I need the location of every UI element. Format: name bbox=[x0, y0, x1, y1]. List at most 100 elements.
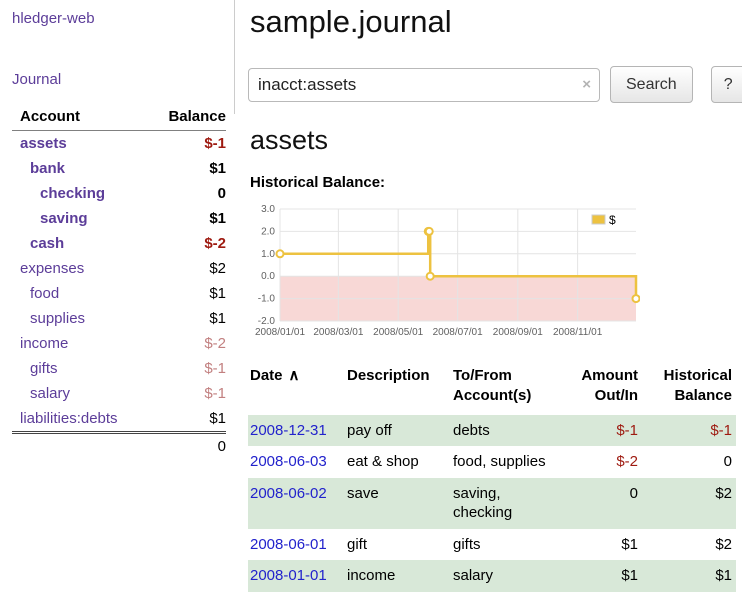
transaction-date-link[interactable]: 2008-06-03 bbox=[250, 453, 327, 470]
balance-chart: 3.0 2.0 1.0 0.0 -1.0 -2.0 2008/01/01 2008/03/01… bbox=[248, 199, 742, 346]
account-balance: $-1 bbox=[204, 135, 226, 152]
register-header-account: To/From Account(s) bbox=[453, 367, 532, 405]
transaction-accounts: debts bbox=[453, 421, 490, 439]
app-title-link[interactable]: hledger-web bbox=[12, 10, 95, 27]
clear-search-icon[interactable]: × bbox=[582, 75, 591, 93]
transaction-accounts: salary bbox=[453, 567, 494, 584]
transaction-description: pay off bbox=[347, 421, 392, 439]
accounts-total-balance: 0 bbox=[162, 431, 226, 459]
svg-text:-2.0: -2.0 bbox=[258, 316, 276, 327]
register-header-row: Date ∧ Description To/From Account(s) Amo… bbox=[248, 364, 736, 415]
chart-title: Historical Balance: bbox=[250, 174, 386, 191]
sidebar: hledger-web Journal Account Balance asse… bbox=[0, 0, 236, 459]
transaction-accounts: gifts bbox=[453, 535, 481, 553]
transaction-balance: $2 bbox=[715, 484, 732, 502]
account-link-liabilities-debts[interactable]: liabilities:debts bbox=[20, 410, 118, 427]
transaction-balance: $2 bbox=[715, 535, 732, 553]
page-title: sample.journal bbox=[250, 4, 452, 39]
register-table: Date ∧ Description To/From Account(s) Amo… bbox=[248, 364, 736, 592]
account-link-expenses[interactable]: expenses bbox=[20, 260, 85, 277]
register-row: 2008-06-02 save saving, checking 0 $2 bbox=[248, 477, 736, 529]
register-row: 2008-01-01 income salary $1 $1 bbox=[248, 560, 736, 592]
transaction-date-link[interactable]: 2008-01-01 bbox=[250, 567, 327, 584]
account-link-checking[interactable]: checking bbox=[40, 185, 106, 202]
account-link-gifts[interactable]: gifts bbox=[30, 360, 58, 377]
account-balance: $-2 bbox=[204, 235, 226, 252]
account-row: income $-2 bbox=[12, 331, 226, 356]
account-link-bank[interactable]: bank bbox=[30, 160, 66, 177]
svg-text:2008/05/01: 2008/05/01 bbox=[373, 327, 423, 338]
transaction-balance: $1 bbox=[715, 567, 732, 584]
accounts-total-row: 0 bbox=[12, 431, 226, 459]
svg-text:$: $ bbox=[609, 213, 616, 227]
transaction-date-link[interactable]: 2008-06-02 bbox=[250, 484, 327, 502]
svg-text:2008/11/01: 2008/11/01 bbox=[553, 327, 603, 338]
svg-text:2008/07/01: 2008/07/01 bbox=[433, 327, 483, 338]
transaction-date-link[interactable]: 2008-06-01 bbox=[250, 535, 327, 553]
account-heading: assets bbox=[250, 125, 329, 155]
accounts-header-account: Account bbox=[12, 106, 162, 131]
account-balance: $-2 bbox=[204, 335, 226, 352]
sort-ascending-icon: ∧ bbox=[288, 367, 300, 384]
account-link-food[interactable]: food bbox=[30, 285, 60, 302]
register-header-description: Description bbox=[347, 367, 430, 384]
account-balance: $1 bbox=[209, 310, 226, 327]
transaction-balance: 0 bbox=[723, 453, 732, 470]
transaction-description: income bbox=[347, 567, 396, 584]
transaction-description: eat & shop bbox=[347, 453, 419, 470]
transaction-amount: 0 bbox=[629, 484, 638, 502]
transaction-description: gift bbox=[347, 535, 368, 553]
transaction-accounts: food, supplies bbox=[453, 453, 546, 470]
account-link-supplies[interactable]: supplies bbox=[30, 310, 86, 327]
register-header-date[interactable]: Date ∧ bbox=[250, 367, 300, 384]
svg-text:-1.0: -1.0 bbox=[258, 294, 276, 305]
transaction-date-link[interactable]: 2008-12-31 bbox=[250, 421, 327, 439]
svg-text:2008/03/01: 2008/03/01 bbox=[313, 327, 363, 338]
account-row: salary $-1 bbox=[12, 381, 226, 406]
account-row: saving $1 bbox=[12, 206, 226, 231]
register-header-balance: Historical Balance bbox=[663, 367, 732, 405]
svg-text:2.0: 2.0 bbox=[261, 226, 275, 237]
register-row: 2008-06-01 gift gifts $1 $2 bbox=[248, 529, 736, 561]
account-balance: 0 bbox=[217, 185, 226, 202]
account-row: cash $-2 bbox=[12, 231, 226, 256]
sidebar-item-journal[interactable]: Journal bbox=[12, 71, 62, 88]
account-balance: $-1 bbox=[204, 360, 226, 377]
account-link-cash[interactable]: cash bbox=[30, 235, 65, 252]
account-balance: $2 bbox=[209, 260, 226, 277]
search-input[interactable] bbox=[248, 67, 600, 102]
main-content: sample.journal × Search ? assets Histori… bbox=[248, 0, 742, 592]
account-row: supplies $1 bbox=[12, 306, 226, 331]
transaction-description: save bbox=[347, 484, 379, 502]
account-balance: $1 bbox=[209, 210, 226, 227]
help-button[interactable]: ? bbox=[710, 66, 742, 103]
accounts-header-row: Account Balance bbox=[12, 106, 226, 131]
account-balance: $1 bbox=[209, 160, 226, 177]
account-link-assets[interactable]: assets bbox=[20, 135, 67, 152]
sidebar-divider bbox=[234, 0, 235, 114]
account-row: bank $1 bbox=[12, 156, 226, 181]
transaction-accounts: saving, checking bbox=[453, 484, 513, 522]
transaction-balance: $-1 bbox=[710, 421, 732, 439]
transaction-amount: $1 bbox=[621, 567, 638, 584]
transaction-amount: $1 bbox=[621, 535, 638, 553]
transaction-amount: $-1 bbox=[616, 421, 638, 439]
account-balance: $1 bbox=[209, 410, 226, 427]
account-link-income[interactable]: income bbox=[20, 335, 69, 352]
account-link-saving[interactable]: saving bbox=[40, 210, 88, 227]
accounts-table: Account Balance assets $-1 bank $1 check… bbox=[12, 106, 226, 459]
accounts-header-balance: Balance bbox=[162, 106, 226, 131]
account-row: gifts $-1 bbox=[12, 356, 226, 381]
account-row: food $1 bbox=[12, 281, 226, 306]
svg-text:3.0: 3.0 bbox=[261, 204, 275, 215]
transaction-amount: $-2 bbox=[616, 453, 638, 470]
register-row: 2008-12-31 pay off debts $-1 $-1 bbox=[248, 414, 736, 446]
search-form: × Search ? bbox=[248, 66, 742, 103]
account-link-salary[interactable]: salary bbox=[30, 385, 71, 402]
register-header-amount: Amount Out/In bbox=[581, 367, 638, 405]
account-balance: $1 bbox=[209, 285, 226, 302]
account-row: expenses $2 bbox=[12, 256, 226, 281]
svg-text:2008/01/01: 2008/01/01 bbox=[255, 327, 305, 338]
search-button[interactable]: Search bbox=[610, 66, 693, 103]
